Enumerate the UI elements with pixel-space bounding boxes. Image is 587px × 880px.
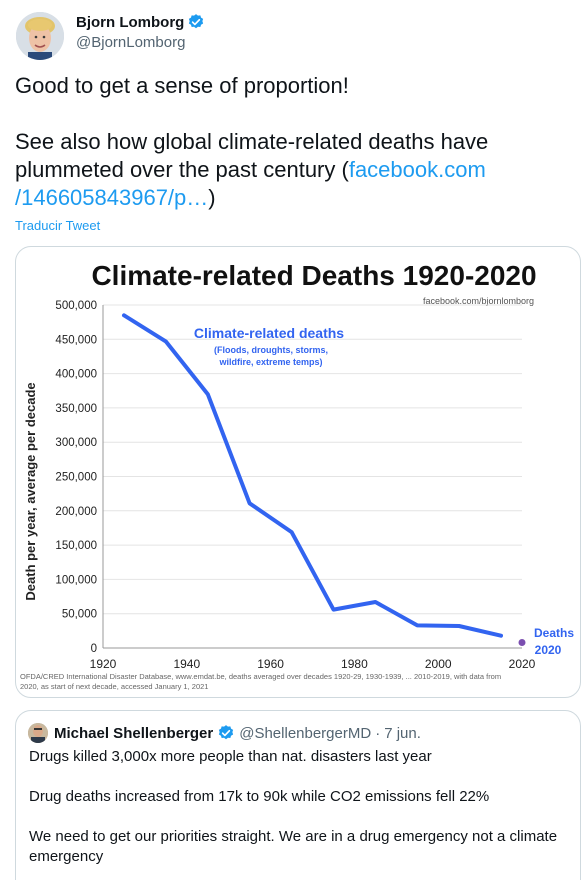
tweet-link-continued[interactable]: /146605843967/p… bbox=[15, 185, 209, 210]
tweet-text-line: Good to get a sense of proportion! bbox=[15, 73, 349, 98]
deaths-2020-point bbox=[518, 639, 526, 647]
quoted-author-handle[interactable]: @ShellenbergerMD bbox=[239, 724, 372, 742]
y-tick-label: 150,000 bbox=[55, 540, 97, 552]
quoted-separator: · bbox=[375, 724, 381, 742]
author-name[interactable]: Bjorn Lomborg bbox=[76, 13, 205, 31]
y-tick-label: 350,000 bbox=[55, 403, 97, 415]
climate-deaths-chart: Climate-related Deaths 1920-2020 faceboo… bbox=[20, 260, 574, 691]
quoted-text-line: We need to get our priorities straight. … bbox=[29, 828, 558, 845]
tweet-text-fragment: plummeted over the past century ( bbox=[15, 157, 349, 182]
data-point bbox=[373, 600, 377, 604]
translate-tweet-link[interactable]: Traducir Tweet bbox=[15, 218, 101, 233]
quoted-tweet[interactable]: Michael Shellenberger @ShellenbergerMD ·… bbox=[15, 710, 581, 880]
chart-footnote: 2020, as start of next decade, accessed … bbox=[20, 682, 208, 691]
tweet-media-chart[interactable]: Climate-related Deaths 1920-2020 faceboo… bbox=[15, 246, 581, 698]
y-tick-label: 500,000 bbox=[55, 300, 97, 312]
y-tick-label: 50,000 bbox=[62, 609, 97, 621]
tweet-text-line: /146605843967/p…) bbox=[15, 184, 575, 212]
tweet-text-line: See also how global climate-related deat… bbox=[15, 129, 489, 154]
x-tick-label: 1960 bbox=[257, 657, 284, 671]
y-tick-label: 400,000 bbox=[55, 369, 97, 381]
chart-title: Climate-related Deaths 1920-2020 bbox=[91, 260, 536, 291]
data-point bbox=[164, 339, 168, 343]
data-point bbox=[289, 530, 294, 534]
author-name-text[interactable]: Bjorn Lomborg bbox=[76, 13, 185, 31]
quoted-tweet-text: Drugs killed 3,000x more people than nat… bbox=[29, 747, 569, 867]
author-avatar[interactable] bbox=[16, 12, 64, 60]
y-tick-label: 0 bbox=[91, 643, 97, 655]
data-point bbox=[122, 313, 126, 317]
verified-badge-icon bbox=[217, 724, 235, 742]
series-annotation-title: Climate-related deaths bbox=[194, 325, 344, 341]
tweet-link[interactable]: facebook.com bbox=[348, 157, 486, 182]
deaths-2020-label: 2020 bbox=[535, 643, 562, 657]
series-annotation-detail: wildfire, extreme temps) bbox=[218, 357, 322, 367]
series-annotation-detail: (Floods, droughts, storms, bbox=[214, 345, 328, 355]
chart-source-tag: facebook.com/bjornlomborg bbox=[423, 296, 534, 306]
deaths-2020-label: Deaths bbox=[534, 626, 574, 640]
author-handle[interactable]: @BjornLomborg bbox=[76, 34, 186, 51]
tweet-text-close: ) bbox=[208, 185, 216, 210]
y-tick-label: 200,000 bbox=[55, 506, 97, 518]
quoted-text-line: Drugs killed 3,000x more people than nat… bbox=[29, 748, 432, 765]
verified-badge-icon bbox=[187, 13, 205, 31]
series-line-climate-deaths bbox=[122, 313, 503, 638]
x-tick-label: 2000 bbox=[425, 657, 452, 671]
quoted-author-name[interactable]: Michael Shellenberger bbox=[54, 724, 214, 742]
data-point bbox=[457, 624, 461, 628]
data-point bbox=[206, 392, 210, 396]
data-point bbox=[499, 634, 503, 638]
x-tick-label: 1920 bbox=[90, 657, 117, 671]
y-tick-label: 300,000 bbox=[55, 437, 97, 449]
y-axis-label: Death per year, average per decade bbox=[23, 382, 38, 600]
x-tick-label: 2020 bbox=[509, 657, 536, 671]
y-tick-label: 100,000 bbox=[55, 574, 97, 586]
y-tick-label: 250,000 bbox=[55, 472, 97, 484]
tweet-text-line: plummeted over the past century (faceboo… bbox=[15, 156, 575, 184]
y-tick-label: 450,000 bbox=[55, 334, 97, 346]
quoted-text-line: emergency bbox=[29, 848, 104, 865]
x-tick-label: 1980 bbox=[341, 657, 368, 671]
data-point bbox=[248, 501, 252, 505]
quoted-date[interactable]: 7 jun. bbox=[384, 724, 421, 742]
data-point bbox=[415, 623, 419, 627]
quoted-text-line: Drug deaths increased from 17k to 90k wh… bbox=[29, 788, 490, 805]
tweet-header: Bjorn Lomborg @BjornLomborg bbox=[16, 10, 576, 62]
quoted-author-avatar[interactable] bbox=[28, 723, 48, 743]
chart-footnote: OFDA/CRED International Disaster Databas… bbox=[20, 672, 501, 681]
x-tick-label: 1940 bbox=[173, 657, 200, 671]
quoted-tweet-header: Michael Shellenberger @ShellenbergerMD ·… bbox=[28, 723, 421, 743]
data-point bbox=[331, 607, 336, 612]
tweet-text: Good to get a sense of proportion! See a… bbox=[15, 72, 575, 212]
